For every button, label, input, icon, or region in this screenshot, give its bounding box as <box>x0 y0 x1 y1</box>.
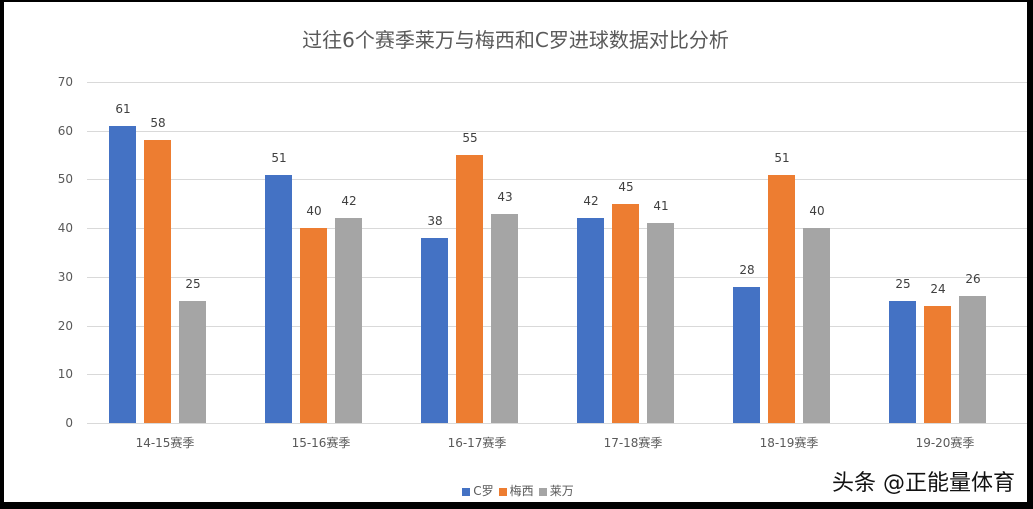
y-tick-label: 50 <box>57 172 73 187</box>
x-category-label: 18-19赛季 <box>759 436 819 450</box>
gridline <box>87 228 1027 230</box>
legend-label: 梅西 <box>509 484 534 498</box>
x-category-label: 15-16赛季 <box>291 436 351 450</box>
data-label: 40 <box>809 204 825 219</box>
gridline <box>87 374 1027 376</box>
data-label: 43 <box>497 189 513 204</box>
legend-swatch-icon <box>538 487 547 496</box>
plot-area: 0 10 20 30 40 50 60 70 61 58 25 14-15赛季 51 40 42 15-16赛… <box>58 75 1027 450</box>
gridline <box>87 276 1027 278</box>
bar-莱万 <box>335 218 362 423</box>
data-label: 42 <box>583 194 599 209</box>
watermark: 头条 @正能量体育 <box>832 471 1015 496</box>
x-category-label: 19-20赛季 <box>915 436 975 450</box>
data-label: 42 <box>341 194 357 209</box>
bar-C罗 <box>265 174 292 423</box>
x-category-label: 16-17赛季 <box>447 436 507 450</box>
bar-莱万 <box>647 223 674 423</box>
data-label: 51 <box>271 150 287 165</box>
gridline <box>87 179 1027 181</box>
data-label: 51 <box>774 150 790 165</box>
legend-swatch-icon <box>462 487 471 496</box>
x-category-label: 17-18赛季 <box>603 436 663 450</box>
y-tick-label: 0 <box>65 416 73 430</box>
bar-莱万 <box>959 296 986 423</box>
data-label: 58 <box>150 116 166 131</box>
y-tick-label: 30 <box>57 269 73 284</box>
data-label: 41 <box>653 199 669 214</box>
y-tick-label: 20 <box>57 318 73 333</box>
data-label: 45 <box>618 179 634 194</box>
bar-C罗 <box>109 125 136 423</box>
bar-莱万 <box>491 213 518 423</box>
y-tick-label: 70 <box>57 75 73 89</box>
legend-label: 莱万 <box>549 484 574 498</box>
gridline <box>87 130 1027 132</box>
data-label: 28 <box>739 262 755 277</box>
bar-梅西 <box>144 140 171 423</box>
data-label: 61 <box>115 101 131 116</box>
bar-C罗 <box>733 286 760 423</box>
legend-swatch-icon <box>498 487 507 496</box>
bar-莱万 <box>803 228 830 423</box>
gridline <box>87 423 1027 424</box>
bar-C罗 <box>421 237 448 423</box>
bar-梅西 <box>612 203 639 423</box>
chart-title: 过往6个赛季莱万与梅西和C罗进球数据对比分析 <box>302 28 729 52</box>
data-label: 26 <box>965 272 981 287</box>
data-label: 24 <box>930 282 946 297</box>
y-tick-label: 10 <box>57 367 73 382</box>
bar-C罗 <box>889 301 916 423</box>
data-label: 38 <box>427 213 443 228</box>
legend-label: C罗 <box>473 484 494 498</box>
bar-梅西 <box>924 306 951 423</box>
data-label: 40 <box>306 204 322 219</box>
bar-梅西 <box>300 228 327 423</box>
data-label: 25 <box>185 277 201 292</box>
chart-frame: 过往6个赛季莱万与梅西和C罗进球数据对比分析 0 10 20 30 40 50 60 70 61… <box>4 2 1027 502</box>
y-tick-label: 60 <box>57 123 73 138</box>
bar-C罗 <box>577 218 604 423</box>
bar-莱万 <box>179 301 206 423</box>
data-label: 55 <box>462 131 478 146</box>
x-category-label: 14-15赛季 <box>135 436 195 450</box>
y-tick-label: 40 <box>57 221 73 236</box>
bar-梅西 <box>456 155 483 423</box>
gridline <box>87 325 1027 327</box>
gridline <box>87 82 1027 83</box>
bar-梅西 <box>768 174 795 423</box>
data-label: 25 <box>895 277 911 292</box>
legend: C罗 梅西 莱万 <box>4 482 1027 499</box>
